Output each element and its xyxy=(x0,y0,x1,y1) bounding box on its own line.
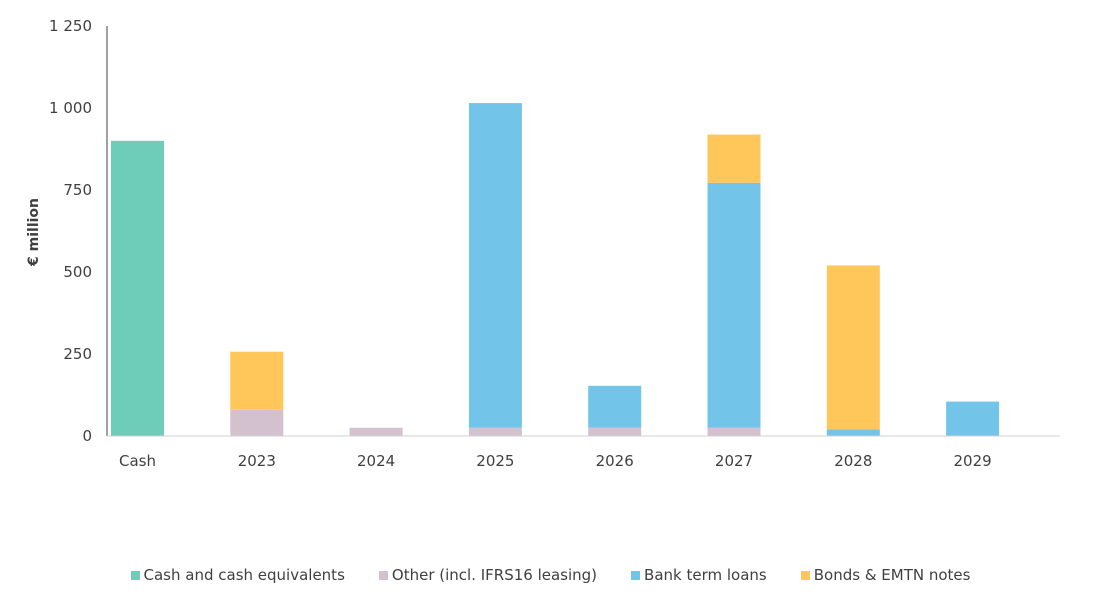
x-tick-label: Cash xyxy=(119,452,156,470)
legend-swatch xyxy=(378,570,388,580)
legend-item: Bonds & EMTN notes xyxy=(800,566,971,584)
bar-segment xyxy=(230,351,284,410)
x-axis-ticks: Cash 2023 2024 2025 2026 2027 2028 2029 xyxy=(119,452,992,470)
bar-segment xyxy=(707,427,761,436)
stacked-bar-chart: 0 250 500 750 1 000 1 250 € million Cash 2023 2… xyxy=(26,17,1060,470)
legend-label: Bank term loans xyxy=(644,566,767,584)
legend-item: Other (incl. IFRS16 leasing) xyxy=(378,566,598,584)
bar-segment xyxy=(230,409,284,436)
bars xyxy=(111,103,1000,437)
bar-segment xyxy=(946,401,1000,436)
y-tick-label: 500 xyxy=(63,263,92,281)
x-tick-label: 2029 xyxy=(954,452,992,470)
x-tick-label: 2024 xyxy=(357,452,395,470)
x-tick-label: 2028 xyxy=(834,452,872,470)
legend-item: Cash and cash equivalents xyxy=(130,566,345,584)
bar-segment xyxy=(707,134,761,183)
bar-segment xyxy=(111,140,164,437)
y-tick-label: 1 000 xyxy=(49,99,92,117)
legend-label: Bonds & EMTN notes xyxy=(813,566,971,584)
y-tick-label: 250 xyxy=(63,345,92,363)
x-tick-label: 2025 xyxy=(476,452,514,470)
legend: Cash and cash equivalents Other (incl. IF… xyxy=(0,566,1101,584)
y-axis-ticks: 0 250 500 750 1 000 1 250 xyxy=(49,17,92,445)
legend-item: Bank term loans xyxy=(631,566,767,584)
bar-segment xyxy=(468,103,522,428)
x-tick-label: 2023 xyxy=(238,452,276,470)
bar-segment xyxy=(349,427,403,436)
legend-swatch xyxy=(800,570,810,580)
x-tick-label: 2027 xyxy=(715,452,753,470)
bar-segment xyxy=(826,429,880,436)
legend-swatch xyxy=(130,570,140,580)
y-tick-label: 1 250 xyxy=(49,17,92,35)
legend-swatch xyxy=(631,570,641,580)
x-tick-label: 2026 xyxy=(596,452,634,470)
bar-segment xyxy=(707,182,761,428)
bar-segment xyxy=(826,265,880,430)
bar-segment xyxy=(468,427,522,436)
y-axis-label: € million xyxy=(26,198,42,267)
y-tick-label: 750 xyxy=(63,181,92,199)
bar-segment xyxy=(588,385,642,428)
y-tick-label: 0 xyxy=(82,427,92,445)
legend-label: Cash and cash equivalents xyxy=(143,566,345,584)
legend-label: Other (incl. IFRS16 leasing) xyxy=(391,566,598,584)
bar-segment xyxy=(588,427,642,436)
